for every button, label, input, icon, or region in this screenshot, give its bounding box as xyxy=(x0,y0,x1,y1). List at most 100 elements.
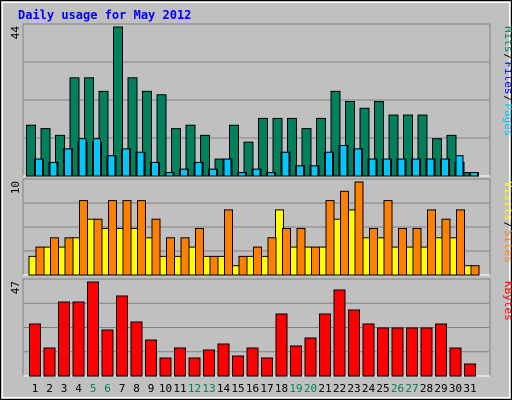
middle-sites-bar-day-5 xyxy=(93,218,103,276)
bottom-kbytes-bar-day-30 xyxy=(449,347,462,377)
middle-sites-bar-day-16 xyxy=(253,246,262,276)
top-pages-bar-day-23 xyxy=(354,148,362,177)
top-hits-bar-day-25 xyxy=(374,101,384,177)
top-pages-bar-day-2 xyxy=(49,161,58,177)
chart-inner-bevel xyxy=(2,2,510,398)
x-tick-label-day-12: 12 xyxy=(188,382,201,395)
top-hits-bar-day-21 xyxy=(316,117,326,177)
x-tick-label-day-22: 22 xyxy=(333,382,346,395)
top-pages-bar-day-1 xyxy=(35,158,43,177)
top-pages-bar-day-31 xyxy=(470,172,478,177)
bottom-kbytes-bar-day-8 xyxy=(130,321,143,377)
top-legend-pages: Pages xyxy=(502,103,512,136)
x-tick-label-day-23: 23 xyxy=(347,382,360,395)
top-pages-bar-day-3 xyxy=(64,148,72,177)
bottom-kbytes-bar-day-6 xyxy=(101,329,114,377)
middle-sites-bar-day-3 xyxy=(64,237,74,276)
middle-panel: 10 Visits/Sites xyxy=(9,178,512,276)
top-pages-bar-day-25 xyxy=(383,158,391,177)
top-pages-bar-day-14 xyxy=(223,158,232,177)
bottom-kbytes-bar-day-25 xyxy=(377,327,389,377)
top-pages-bar-day-15 xyxy=(238,172,246,177)
top-legend-separator: / xyxy=(502,95,512,102)
top-pages-bar-day-7 xyxy=(122,148,130,177)
bottom-ymax-label: 47 xyxy=(9,281,22,294)
top-pages-bar-day-20 xyxy=(310,165,319,177)
top-legend: Hits/Files/Pages xyxy=(502,26,512,137)
top-pages-bar-day-24 xyxy=(368,158,377,177)
bottom-kbytes-bar-day-15 xyxy=(232,355,244,377)
middle-sites-bar-day-8 xyxy=(137,200,146,276)
top-hits-bar-day-16 xyxy=(243,141,254,177)
bottom-legend: KBytes xyxy=(502,281,512,321)
top-pages-bar-day-21 xyxy=(325,151,333,177)
bottom-kbytes-bar-day-14 xyxy=(217,343,230,377)
middle-sites-bar-day-15 xyxy=(238,255,248,276)
top-hits-bar-day-8 xyxy=(127,77,138,177)
x-tick-label-day-3: 3 xyxy=(61,382,68,395)
middle-legend-visits: Visits xyxy=(502,181,512,221)
top-pages-bar-day-9 xyxy=(151,161,159,177)
middle-sites-bar-day-31 xyxy=(470,265,480,276)
middle-sites-bar-day-18 xyxy=(282,228,291,276)
bottom-kbytes-bar-day-31 xyxy=(464,363,476,377)
middle-sites-bar-day-13 xyxy=(209,255,219,276)
bottom-kbytes-bar-day-20 xyxy=(304,337,317,377)
middle-sites-bar-day-12 xyxy=(195,228,204,276)
top-pages-bar-day-11 xyxy=(180,168,188,177)
top-pages-bar-day-29 xyxy=(441,158,449,177)
x-tick-label-day-18: 18 xyxy=(275,382,288,395)
bottom-kbytes-bar-day-24 xyxy=(362,323,375,377)
top-hits-bar-day-27 xyxy=(403,114,413,177)
bottom-kbytes-bar-day-21 xyxy=(319,313,331,377)
top-pages-bar-day-12 xyxy=(194,161,203,177)
x-tick-label-day-25: 25 xyxy=(376,382,389,395)
top-hits-bar-day-20 xyxy=(301,128,312,177)
bottom-kbytes-bar-day-26 xyxy=(391,327,404,377)
x-tick-label-day-16: 16 xyxy=(246,382,259,395)
bottom-kbytes-bar-day-12 xyxy=(188,357,201,377)
x-tick-label-day-17: 17 xyxy=(260,382,273,395)
middle-legend-separator: / xyxy=(502,222,512,229)
bottom-kbytes-bar-day-22 xyxy=(333,289,346,377)
x-tick-label-day-30: 30 xyxy=(449,382,462,395)
middle-sites-bar-day-11 xyxy=(180,237,190,276)
top-hits-bar-day-7 xyxy=(113,26,123,177)
top-pages-bar-day-27 xyxy=(412,158,420,177)
bottom-kbytes-bar-day-2 xyxy=(43,347,56,377)
x-tick-label-day-26: 26 xyxy=(391,382,404,395)
x-tick-label-day-10: 10 xyxy=(159,382,172,395)
top-hits-bar-day-11 xyxy=(171,128,181,177)
middle-sites-bar-day-14 xyxy=(224,209,233,276)
x-tick-label-day-20: 20 xyxy=(304,382,317,395)
x-axis-labels: 1 2 3 4 5 6 7 8 9 10 11 12 13 14 15 16 17 18 19 20 21 22 23 24 2… xyxy=(32,382,477,395)
top-hits-bar-day-22 xyxy=(330,90,341,177)
bottom-kbytes-bar-day-13 xyxy=(203,349,215,377)
top-pages-bar-day-16 xyxy=(252,168,261,177)
x-tick-label-day-11: 11 xyxy=(173,382,186,395)
bottom-kbytes-bar-day-11 xyxy=(174,347,186,377)
bottom-kbytes-bar-day-9 xyxy=(145,339,157,377)
bottom-kbytes-bar-day-7 xyxy=(116,295,128,377)
top-pages-bar-day-8 xyxy=(136,151,145,177)
x-tick-label-day-4: 4 xyxy=(75,382,82,395)
middle-legend-sites: Sites xyxy=(502,230,512,263)
top-hits-bar-day-29 xyxy=(432,138,442,177)
middle-sites-bar-day-9 xyxy=(151,218,161,276)
middle-sites-bar-day-17 xyxy=(267,237,277,276)
top-hits-bar-day-2 xyxy=(40,128,51,177)
bottom-legend-kbytes: KBytes xyxy=(502,281,512,321)
x-tick-label-day-2: 2 xyxy=(46,382,53,395)
top-hits-bar-day-19 xyxy=(287,117,297,177)
x-tick-label-day-13: 13 xyxy=(202,382,215,395)
middle-sites-bar-day-22 xyxy=(340,190,349,276)
bottom-kbytes-bar-day-27 xyxy=(406,327,418,377)
top-hits-bar-day-13 xyxy=(200,134,210,177)
top-hits-bar-day-28 xyxy=(417,114,428,177)
x-tick-label-day-6: 6 xyxy=(104,382,111,395)
x-tick-label-day-9: 9 xyxy=(148,382,155,395)
